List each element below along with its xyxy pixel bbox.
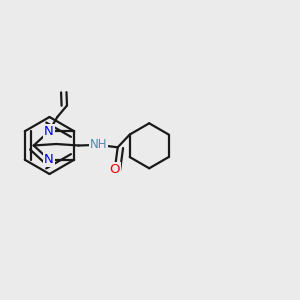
Text: N: N [44, 125, 54, 138]
Text: N: N [44, 153, 54, 166]
Text: NH: NH [89, 138, 107, 152]
Text: O: O [110, 163, 120, 176]
